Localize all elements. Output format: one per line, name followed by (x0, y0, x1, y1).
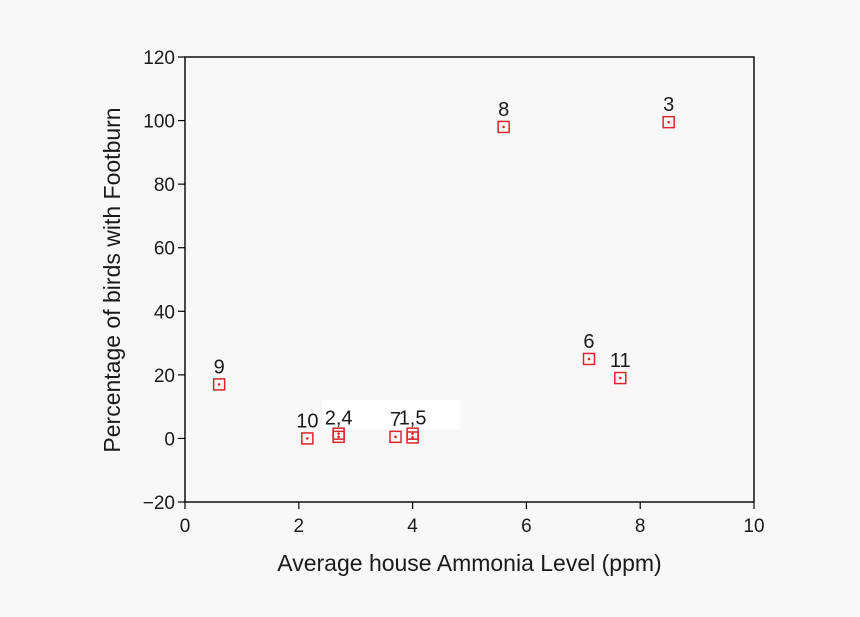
data-point (582, 352, 596, 366)
data-point-marker (301, 432, 314, 445)
data-point (662, 115, 675, 129)
point-label: 9 (214, 356, 225, 378)
y-tick-label: 80 (154, 175, 175, 196)
point-label: 7 (390, 409, 401, 431)
x-axis: 0 2 4 6 8 10 (180, 502, 765, 537)
point-label: 2,4 (325, 407, 353, 429)
point-label: 8 (498, 99, 509, 121)
data-point-center-dot (587, 357, 591, 361)
x-axis-title: Average house Ammonia Level (ppm) (277, 550, 661, 576)
data-point-marker (582, 352, 596, 366)
y-tick-label: 100 (143, 112, 175, 133)
data-point-center-dot (217, 383, 221, 386)
x-tick-label: 6 (521, 516, 532, 537)
data-point-marker (389, 430, 402, 444)
data-point-center-dot (337, 432, 340, 435)
data-point (614, 371, 627, 385)
data-point-marker (497, 120, 510, 134)
data-point-center-dot (411, 436, 414, 439)
y-tick-label: 120 (143, 48, 175, 69)
data-point-center-dot (394, 435, 397, 439)
data-point-marker (406, 427, 419, 440)
point-label: 10 (296, 410, 318, 432)
x-tick-label: 4 (407, 516, 418, 537)
plot-area-frame (184, 56, 755, 503)
y-tick-label: 0 (164, 429, 175, 450)
data-point (301, 432, 314, 445)
data-point (332, 427, 345, 440)
data-point-marker (662, 115, 675, 129)
x-tick-label: 0 (180, 516, 191, 537)
y-tick-label: 60 (154, 239, 175, 260)
data-point (406, 427, 419, 440)
x-tick-label: 8 (635, 516, 646, 537)
data-point-center-dot (618, 376, 622, 380)
data-point-center-dot (411, 432, 414, 435)
y-axis-title: Percentage of birds with Footburn (99, 107, 125, 452)
data-point (389, 430, 402, 444)
label-backdrop-group (322, 400, 460, 429)
y-tick-label: 40 (154, 302, 175, 323)
y-tick-label: −20 (143, 493, 175, 514)
data-point-marker (614, 371, 627, 385)
label-backdrop (322, 400, 460, 429)
point-label: 1,5 (399, 407, 427, 429)
data-point-center-dot (502, 125, 505, 129)
point-labels: 9 10 2,4 71,5 8 6 11 3 (214, 94, 675, 432)
x-tick-label: 10 (743, 516, 764, 537)
point-label: 3 (663, 94, 674, 116)
x-tick-label: 2 (294, 516, 305, 537)
data-point-center-dot (306, 437, 309, 440)
data-point-marker (212, 378, 226, 391)
data-points (212, 115, 675, 445)
data-point-marker (332, 427, 345, 440)
data-point-center-dot (667, 120, 670, 124)
point-label: 6 (583, 331, 594, 353)
point-label: 11 (610, 350, 631, 372)
data-point (212, 378, 226, 391)
y-tick-label: 20 (154, 366, 175, 387)
data-point-center-dot (337, 435, 340, 439)
data-point (497, 120, 510, 134)
y-axis: −20 0 20 40 60 80 100 120 (143, 48, 185, 514)
